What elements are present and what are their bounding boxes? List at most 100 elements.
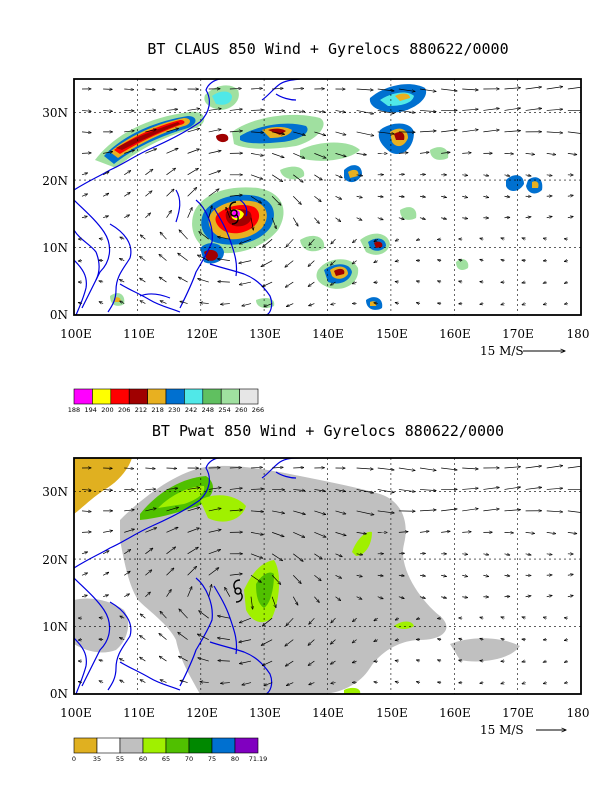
wind-vector xyxy=(166,128,179,133)
y-tick-label: 30N xyxy=(42,485,68,499)
x-tick-label: 150E xyxy=(376,327,408,341)
wind-vector xyxy=(103,595,108,597)
wind-vector xyxy=(271,196,281,205)
wind-vector xyxy=(199,611,209,619)
wind-vector xyxy=(308,260,315,267)
wind-vector xyxy=(293,467,304,468)
wind-vector xyxy=(441,218,446,219)
panel2-grid xyxy=(74,458,581,694)
wind-vector xyxy=(395,661,399,662)
wind-vector xyxy=(419,510,436,511)
wind-vector xyxy=(356,532,367,534)
wind-vector xyxy=(229,131,243,132)
wind-vector xyxy=(525,217,531,218)
wind-vector xyxy=(564,304,568,305)
wind-vector xyxy=(120,680,125,683)
wind-vector xyxy=(522,661,526,662)
wind-vector xyxy=(99,660,104,661)
panel2-wind-vectors xyxy=(78,466,581,686)
wind-vector xyxy=(352,260,357,264)
wind-vector xyxy=(543,282,547,283)
scale-label: 15 M/S xyxy=(480,344,524,358)
wind-vector xyxy=(187,168,199,176)
wind-vector xyxy=(525,108,542,111)
wind-vector xyxy=(356,131,374,136)
panel1-gyre-symbol xyxy=(229,201,239,225)
wind-vector xyxy=(377,110,394,113)
wind-vector xyxy=(525,87,542,90)
wind-vector xyxy=(272,467,283,468)
wind-vector xyxy=(398,553,405,554)
wind-vector xyxy=(525,596,531,597)
wind-vector xyxy=(159,633,167,640)
wind-vector xyxy=(187,188,197,197)
colorbar-swatch xyxy=(73,388,93,405)
colorbar-swatch xyxy=(73,737,98,754)
wind-vector xyxy=(120,237,125,239)
wind-vector xyxy=(198,279,209,283)
wind-vector xyxy=(102,193,109,197)
wind-vector xyxy=(483,554,488,555)
y-tick-label: 20N xyxy=(42,174,68,188)
wind-vector xyxy=(462,575,467,576)
wind-vector xyxy=(78,681,83,682)
wind-vector xyxy=(314,131,325,136)
wind-vector xyxy=(285,281,294,287)
wind-vector xyxy=(356,554,363,555)
wind-vector xyxy=(416,303,421,304)
wind-vector xyxy=(352,661,357,663)
wind-vector xyxy=(308,281,315,286)
wind-vector xyxy=(356,596,362,600)
wind-vector xyxy=(250,88,262,89)
wind-vector xyxy=(272,510,284,513)
wind-vector xyxy=(480,304,484,305)
y-tick-label: 10N xyxy=(42,620,68,634)
wind-vector xyxy=(335,553,343,557)
wind-vector xyxy=(462,130,478,133)
panel2-pwat-field xyxy=(74,458,520,694)
wind-vector xyxy=(160,301,167,304)
wind-vector xyxy=(250,153,263,155)
wind-vector xyxy=(480,638,484,639)
wind-vector xyxy=(416,682,421,683)
wind-vector xyxy=(271,553,283,561)
y-tick-label: 30N xyxy=(42,106,68,120)
wind-vector xyxy=(81,110,91,111)
wind-vector xyxy=(522,238,526,239)
x-tick-label: 110E xyxy=(123,706,155,720)
wind-vector xyxy=(567,574,573,575)
wind-vector xyxy=(441,509,457,512)
colorbar-label: 188 xyxy=(68,406,80,414)
wind-vector xyxy=(140,657,146,662)
wind-vector xyxy=(564,683,568,684)
wind-vector xyxy=(99,681,104,683)
wind-vector xyxy=(140,278,146,283)
wind-vector xyxy=(178,253,188,261)
wind-vector xyxy=(99,281,104,282)
x-tick-label: 130E xyxy=(249,327,281,341)
wind-vector xyxy=(187,109,200,111)
wind-vector xyxy=(377,575,384,576)
wind-vector xyxy=(441,597,446,598)
wind-vector xyxy=(166,210,172,218)
wind-vector xyxy=(438,660,442,661)
colorbar-swatch xyxy=(234,737,259,754)
wind-vector xyxy=(504,487,521,490)
wind-vector xyxy=(314,110,325,112)
wind-vector xyxy=(309,304,315,306)
colorbar-label: 75 xyxy=(208,755,216,763)
wind-vector xyxy=(293,153,305,158)
wind-vector xyxy=(286,238,294,247)
wind-vector xyxy=(377,218,383,220)
wind-vector xyxy=(197,634,209,640)
wind-vector xyxy=(124,171,130,176)
wind-vector xyxy=(504,510,521,511)
wind-vector xyxy=(398,196,404,197)
wind-vector xyxy=(459,660,463,661)
wind-vector xyxy=(103,110,112,111)
wind-vector xyxy=(377,196,384,197)
wind-vector xyxy=(262,617,273,626)
wind-vector xyxy=(293,131,305,135)
wind-vector xyxy=(567,466,581,469)
wind-vector xyxy=(103,216,108,218)
